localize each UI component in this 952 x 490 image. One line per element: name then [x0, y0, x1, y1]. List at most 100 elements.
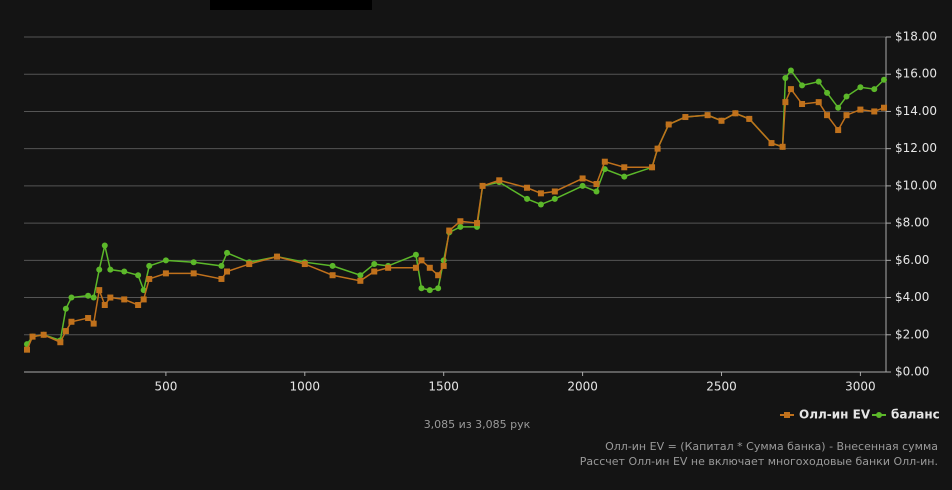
point: [871, 108, 878, 115]
series-line: [26, 87, 885, 350]
point: [29, 333, 36, 340]
point: [57, 339, 64, 346]
point: [218, 262, 225, 269]
point: [101, 242, 108, 249]
point: [90, 294, 97, 301]
point: [68, 294, 75, 301]
point: [446, 227, 453, 234]
point: [665, 121, 672, 128]
point: [121, 268, 128, 275]
point: [224, 268, 231, 275]
hands-caption: 3,085 из 3,085 рук: [424, 418, 531, 431]
point: [579, 175, 586, 182]
point: [654, 145, 661, 152]
point: [190, 259, 197, 266]
point: [718, 117, 725, 124]
point: [135, 302, 142, 308]
point: [90, 320, 97, 327]
x-tick-label: 3000: [845, 380, 876, 394]
point: [682, 114, 689, 121]
point: [146, 275, 153, 282]
point: [301, 261, 308, 268]
y-tick-label: $12.00: [895, 141, 937, 155]
point: [440, 262, 447, 269]
point: [537, 201, 544, 208]
point: [857, 106, 864, 113]
point: [162, 270, 169, 277]
point: [815, 78, 822, 85]
point: [218, 275, 225, 282]
point: [371, 268, 378, 275]
point: [224, 249, 231, 256]
point: [474, 220, 481, 227]
point: [357, 277, 364, 284]
top-tab: [210, 0, 372, 10]
x-tick-label: 500: [154, 380, 177, 394]
point: [579, 182, 586, 189]
point: [135, 272, 142, 279]
y-tick-label: $18.00: [895, 30, 937, 44]
point: [457, 223, 464, 230]
y-tick-label: $10.00: [895, 178, 937, 192]
point: [101, 302, 108, 308]
point: [732, 110, 739, 117]
point: [621, 164, 628, 171]
point: [779, 143, 786, 150]
point: [871, 86, 878, 93]
x-tick-label: 1000: [290, 380, 321, 394]
point: [107, 294, 114, 301]
note: Олл-ин EV = (Капитал * Сумма банка) - Вн…: [605, 440, 938, 453]
point: [621, 173, 628, 180]
point: [746, 115, 753, 122]
point: [190, 270, 197, 277]
point: [412, 264, 419, 271]
point: [881, 76, 887, 83]
point: [96, 266, 103, 273]
point: [85, 315, 92, 322]
y-tick-label: $4.00: [895, 290, 929, 304]
point: [412, 251, 419, 258]
point: [881, 104, 887, 111]
point: [40, 331, 47, 338]
point: [593, 181, 600, 188]
point: [24, 346, 30, 353]
point: [274, 253, 281, 260]
y-tick-label: $16.00: [895, 67, 937, 81]
point: [418, 257, 425, 264]
point: [843, 93, 850, 100]
x-tick-label: 2500: [706, 380, 737, 394]
point: [551, 188, 558, 195]
y-tick-label: $6.00: [895, 253, 929, 267]
point: [524, 184, 531, 191]
point: [62, 305, 69, 312]
point: [107, 266, 114, 273]
y-tick-label: $14.00: [895, 104, 937, 118]
point: [835, 104, 842, 111]
point: [857, 84, 864, 91]
point: [496, 177, 503, 184]
point: [371, 261, 378, 268]
y-tick-label: $8.00: [895, 216, 929, 230]
point: [799, 82, 806, 89]
point: [418, 285, 425, 292]
point: [649, 164, 656, 171]
legend-swatch: [876, 412, 882, 418]
point: [835, 127, 842, 134]
point: [787, 86, 794, 93]
point: [524, 195, 531, 202]
point: [426, 287, 433, 294]
point: [426, 264, 433, 271]
point: [457, 218, 464, 225]
y-tick-label: $0.00: [895, 365, 929, 379]
point: [329, 272, 336, 279]
point: [385, 264, 392, 271]
note: Рассчет Олл-ин EV не включает многоходов…: [580, 455, 938, 468]
point: [824, 112, 831, 119]
point: [162, 257, 169, 264]
point: [601, 158, 608, 165]
point: [246, 261, 253, 268]
point: [435, 272, 442, 279]
point: [357, 272, 364, 279]
